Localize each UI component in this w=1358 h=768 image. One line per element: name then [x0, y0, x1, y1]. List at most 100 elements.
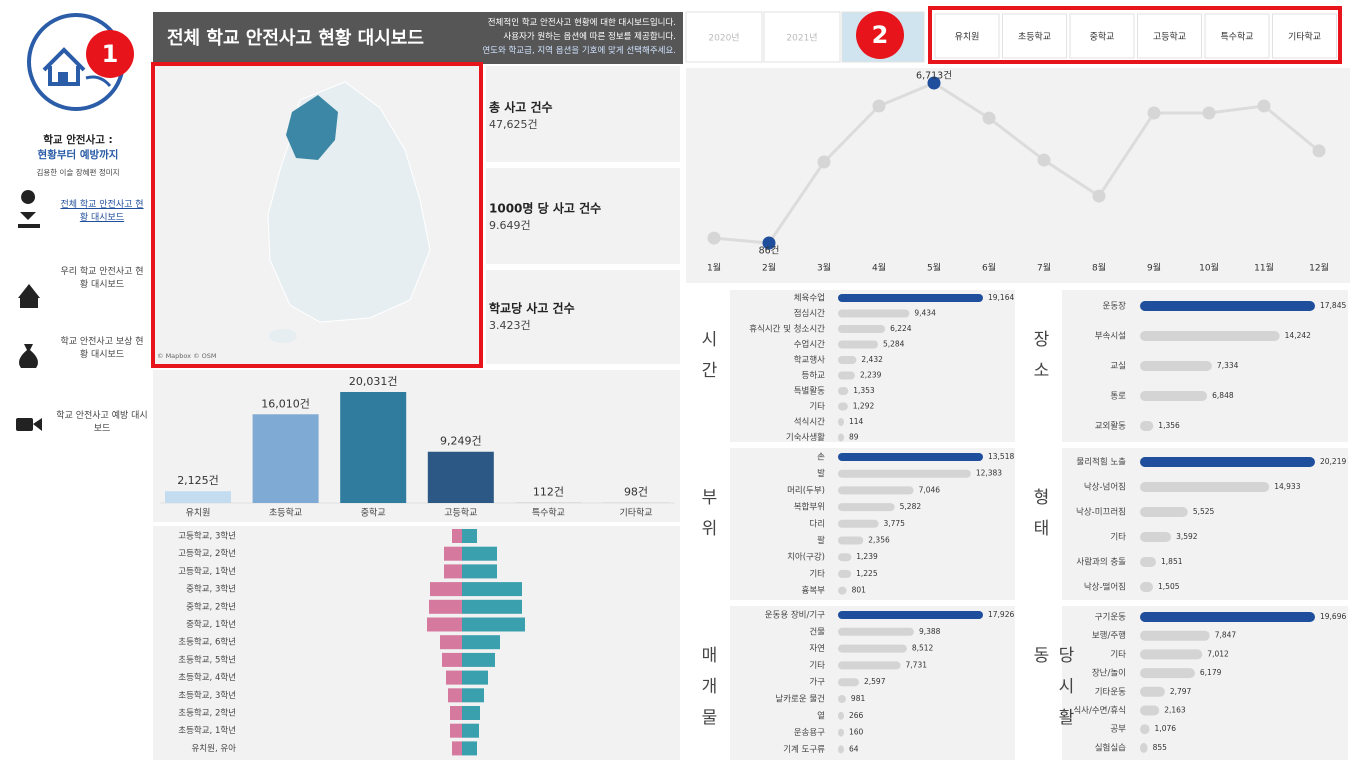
logo-door: [58, 72, 68, 84]
point: [872, 99, 886, 113]
nav-item[interactable]: 우리 학교 안전사고 현황 대시보드: [60, 267, 144, 290]
bar-left: [442, 652, 462, 667]
y-tick-label: 중학교, 2학년: [186, 601, 236, 612]
level-tab[interactable]: [1069, 13, 1135, 59]
point: [1312, 144, 1326, 158]
value-label: 20,031건: [349, 375, 398, 388]
value-label: 1,851: [1161, 557, 1183, 566]
level-tab-label[interactable]: 유치원: [955, 31, 980, 43]
kpi-panel: [486, 66, 680, 162]
bar: [838, 469, 971, 478]
level-tab[interactable]: [934, 13, 1000, 59]
y-tick-label: 낙상-미끄러짐: [1076, 507, 1126, 518]
bar: [1140, 482, 1270, 492]
header-description: 전체적인 학교 안전사고 현황에 대한 대시보드입니다. 사용자가 원하는 옵션…: [440, 16, 676, 58]
header-title: 전체 학교 안전사고 현황 대시보드: [167, 27, 424, 49]
pyramid-panel: [153, 526, 680, 760]
section-title: 부위: [697, 488, 717, 550]
bar-right: [462, 529, 477, 543]
bar: [838, 402, 848, 411]
value-label: 114: [849, 417, 864, 426]
bar: [838, 519, 879, 528]
level-tab[interactable]: [1137, 13, 1202, 59]
point: [762, 236, 776, 250]
y-tick-label: 식사/수면/휴식: [1073, 705, 1126, 716]
value-label: 64: [849, 744, 859, 753]
bar: [838, 453, 983, 461]
nav-icon-school-body: [20, 297, 38, 308]
year-tab-label[interactable]: 2021년: [786, 33, 817, 44]
bar: [838, 586, 847, 595]
y-tick-label: 고등학교, 3학년: [178, 531, 236, 542]
value-label: 5,525: [1193, 507, 1215, 516]
y-tick-label: 석식시간: [794, 417, 825, 428]
level-tab[interactable]: [1204, 13, 1270, 59]
y-tick-label: 고등학교, 1학년: [178, 566, 236, 577]
y-tick-label: 기타운동: [1095, 687, 1126, 697]
point: [1147, 106, 1161, 120]
logo-swoosh: [85, 75, 112, 87]
level-tab-label[interactable]: 중학교: [1090, 32, 1115, 43]
bar: [1140, 649, 1203, 660]
year-tab[interactable]: [763, 11, 841, 63]
y-tick-label: 낙상-넘어짐: [1084, 482, 1126, 493]
y-tick-label: 가구: [809, 678, 825, 688]
y-tick-label: 기계 도구류: [783, 744, 825, 755]
level-tab-label[interactable]: 고등학교: [1153, 32, 1186, 43]
nav-icon-money: [19, 344, 38, 368]
section-title: 형태: [1029, 488, 1049, 550]
value-label: 801: [852, 586, 867, 595]
y-tick-label: 초등학교, 5학년: [178, 654, 236, 665]
y-tick-label: 사람과의 충돌: [1076, 557, 1126, 568]
annotation-badge: [86, 30, 134, 78]
sidebar-authors: 김용한 이슬 장혜편 정미지: [36, 167, 119, 177]
nav-item[interactable]: 학교 안전사고 예방 대시보드: [56, 411, 148, 434]
bar: [838, 536, 864, 545]
bar: [1140, 557, 1157, 567]
kpi-panel: [486, 270, 680, 364]
bar: [838, 695, 846, 703]
level-tab[interactable]: [1272, 13, 1337, 59]
x-tick-label: 11월: [1254, 262, 1274, 274]
value-label: 7,847: [1215, 631, 1237, 640]
nav-item[interactable]: 전체 학교 안전사고 현황 대시보드: [60, 200, 144, 223]
description-line: 연도와 학교급, 지역 옵션을 기호에 맞게 선택해주세요.: [482, 46, 676, 56]
bar: [1140, 668, 1195, 679]
bar-right: [462, 582, 522, 597]
bar: [838, 325, 886, 333]
y-tick-label: 수업시간: [794, 339, 825, 350]
year-tab[interactable]: [685, 11, 763, 63]
level-tab[interactable]: [1002, 13, 1067, 59]
value-label: 13,518: [988, 452, 1014, 461]
value-label: 2,163: [1164, 706, 1186, 715]
y-tick-label: 운동장: [1103, 301, 1127, 312]
y-tick-label: 공부: [1110, 725, 1126, 735]
bar-left: [450, 723, 462, 738]
value-label: 9,388: [919, 627, 941, 636]
value-label: 2,356: [868, 536, 890, 545]
bar: [838, 486, 914, 495]
bar: [427, 451, 494, 503]
x-tick-label: 7월: [1037, 262, 1051, 274]
bar: [1140, 686, 1165, 697]
nav-item[interactable]: 학교 안전사고 보상 현황 대시보드: [60, 337, 144, 360]
y-tick-label: 발: [817, 468, 825, 479]
y-tick-label: 구기운동: [1095, 613, 1126, 623]
bar: [1140, 724, 1150, 735]
y-tick-label: 특별활동: [794, 386, 825, 397]
bar-left: [452, 529, 462, 543]
level-tab-label[interactable]: 특수학교: [1220, 32, 1253, 43]
bar: [1140, 421, 1154, 431]
bar: [603, 502, 669, 503]
value-label: 7,046: [919, 485, 941, 494]
bar-left: [450, 706, 462, 720]
y-tick-label: 부속시설: [1095, 331, 1126, 342]
x-tick-label: 특수학교: [532, 508, 565, 519]
nav-icon-video: [16, 418, 33, 431]
y-tick-label: 기타: [1110, 650, 1126, 660]
y-tick-label: 실험실습: [1095, 742, 1126, 753]
level-tab-label[interactable]: 초등학교: [1018, 32, 1051, 43]
y-tick-label: 장난/놀이: [1092, 668, 1126, 679]
year-tab-label[interactable]: 2020년: [708, 33, 739, 44]
level-tab-label[interactable]: 기타학교: [1288, 32, 1321, 43]
